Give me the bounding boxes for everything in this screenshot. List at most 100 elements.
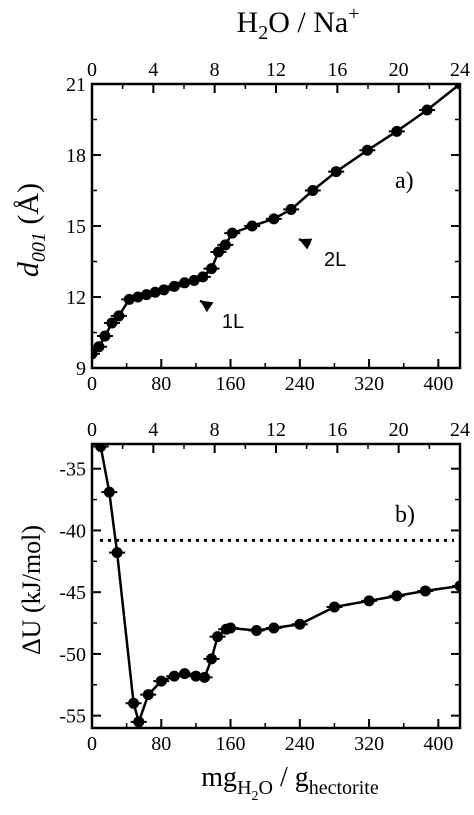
marker — [421, 104, 433, 116]
top-x-tick-label: 16 — [327, 59, 347, 81]
top-x-tick-label: 8 — [210, 59, 220, 81]
data-point — [101, 486, 118, 498]
data-point — [92, 341, 107, 353]
data-point — [328, 166, 345, 178]
marker — [205, 263, 217, 275]
marker — [330, 166, 342, 178]
data-point — [304, 185, 321, 196]
marker — [197, 271, 209, 283]
y-tick-label: 12 — [66, 287, 86, 309]
marker — [419, 585, 431, 597]
data-point — [153, 675, 170, 687]
marker — [179, 277, 191, 289]
data-point — [92, 444, 109, 452]
data-point — [326, 601, 343, 613]
marker — [454, 84, 460, 90]
marker — [363, 595, 375, 607]
marker — [251, 624, 263, 636]
top-x-tick-label: 4 — [148, 59, 158, 81]
annotation-arrow-head — [298, 238, 313, 250]
data-point — [176, 668, 193, 680]
annotation-label: 2L — [324, 249, 346, 271]
top-x-tick-label: 16 — [327, 419, 347, 441]
marker — [219, 239, 231, 251]
marker — [212, 631, 224, 643]
panel-a-top-axis-title: H2O / Na+ — [237, 3, 360, 44]
panel-a-label: a) — [395, 168, 414, 194]
data-point — [248, 624, 265, 636]
data-point — [224, 227, 241, 239]
panel-b-frame — [90, 442, 462, 730]
data-point — [291, 618, 308, 630]
marker — [268, 213, 280, 225]
data-point — [361, 595, 378, 607]
x-tick-label: 0 — [87, 373, 97, 395]
panel-a-ticks: 0 80 160 240 320 400 0 4 8 12 16 20 24 9 12 15 18 21 — [66, 59, 470, 395]
top-x-tick-label: 4 — [148, 419, 158, 441]
data-point — [109, 547, 126, 559]
y-tick-label: -50 — [59, 644, 86, 666]
data-point — [388, 590, 405, 602]
x-tick-label: 80 — [151, 733, 171, 755]
data-point — [96, 330, 113, 342]
annotation-arrow-head — [200, 300, 214, 313]
data-point — [110, 310, 127, 322]
marker — [225, 622, 237, 634]
marker — [328, 601, 340, 613]
data-point — [283, 203, 300, 215]
data-point — [103, 317, 120, 329]
data-point — [417, 585, 434, 597]
x-tick-label: 160 — [216, 373, 246, 395]
top-x-tick-label: 24 — [450, 419, 470, 441]
data-point — [210, 246, 227, 258]
data-point — [419, 104, 436, 116]
x-tick-label: 240 — [285, 373, 315, 395]
y-tick-label: -45 — [59, 582, 86, 604]
marker — [361, 144, 373, 156]
panel-b-ticks: 0 80 160 240 320 400 0 4 8 12 16 20 24 -55 -50 -45 -40 -3… — [59, 419, 470, 755]
y-tick-label: -40 — [59, 520, 86, 542]
top-x-tick-label: 0 — [87, 59, 97, 81]
data-point — [203, 653, 220, 665]
marker — [168, 670, 180, 682]
data-point — [244, 220, 261, 232]
marker — [93, 341, 105, 353]
marker — [294, 618, 306, 630]
data-point — [203, 263, 220, 275]
marker — [106, 317, 118, 329]
marker — [226, 227, 238, 239]
panel-a: 0 80 160 240 320 400 0 4 8 12 16 20 24 9 12 15 18 21 2L 1L… — [12, 3, 470, 395]
marker — [133, 716, 145, 728]
marker — [391, 125, 403, 137]
x-tick-label: 320 — [354, 733, 384, 755]
marker — [111, 547, 123, 559]
marker — [205, 653, 217, 665]
top-x-tick-label: 20 — [389, 59, 409, 81]
panel-b: 0 80 160 240 320 400 0 4 8 12 16 20 24 -55 -50 -45 -40 -3… — [17, 419, 470, 804]
x-tick-label: 400 — [423, 733, 453, 755]
panel-a-y-axis-title: d001 (Å) — [12, 183, 50, 277]
marker — [113, 310, 125, 322]
top-x-tick-label: 12 — [266, 59, 286, 81]
top-x-tick-label: 24 — [450, 59, 470, 81]
annotation-label: 1L — [222, 311, 244, 333]
data-point — [194, 271, 211, 283]
data-point — [217, 239, 234, 251]
marker — [179, 668, 191, 680]
panel-b-label: b) — [395, 502, 415, 528]
marker — [246, 220, 258, 232]
data-point — [140, 689, 157, 701]
top-x-tick-label: 0 — [87, 419, 97, 441]
x-tick-label: 160 — [216, 733, 246, 755]
panel-b-y-axis-title: ΔU (kJ/mol) — [17, 525, 46, 655]
marker — [212, 246, 224, 258]
data-point — [196, 671, 213, 683]
y-tick-label: -35 — [59, 459, 86, 481]
top-x-tick-label: 20 — [389, 419, 409, 441]
top-x-tick-label: 12 — [266, 419, 286, 441]
panel-b-x-axis-title: mgH2O / ghectorite — [201, 762, 379, 804]
y-tick-label: 21 — [66, 74, 86, 96]
top-x-tick-label: 8 — [210, 419, 220, 441]
data-point — [359, 144, 376, 156]
